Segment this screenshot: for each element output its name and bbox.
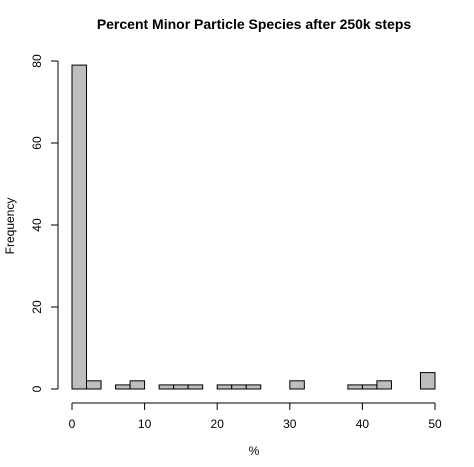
y-tick-label: 0 — [30, 385, 44, 392]
histogram-bar — [245, 384, 262, 390]
y-tick-label: 20 — [30, 300, 44, 314]
x-axis: 0 10 20 30 40 50 — [69, 402, 442, 431]
chart-title: Percent Minor Particle Species after 250… — [97, 16, 412, 32]
histogram-bar — [289, 380, 305, 390]
bars-layer — [71, 64, 436, 390]
histogram-bar — [129, 380, 146, 390]
histogram-bar — [231, 384, 247, 390]
x-tick-label: 50 — [428, 417, 442, 431]
y-tick-label: 80 — [30, 54, 44, 68]
x-tick-label: 0 — [69, 417, 76, 431]
histogram-bar — [361, 384, 378, 390]
x-tick-label: 20 — [211, 417, 225, 431]
x-tick-label: 10 — [138, 417, 152, 431]
histogram-bar — [86, 380, 102, 390]
histogram-bar — [419, 372, 436, 390]
histogram-bar — [216, 384, 233, 390]
y-tick-label: 40 — [30, 218, 44, 232]
histogram-bar — [173, 384, 189, 390]
y-axis: 0 20 40 60 80 — [30, 54, 59, 392]
y-axis-label: Frequency — [3, 198, 17, 255]
histogram-bar — [71, 64, 88, 390]
histogram-bar — [158, 384, 175, 390]
histogram-bar — [187, 384, 204, 390]
x-tick-label: 30 — [283, 417, 297, 431]
y-tick-label: 60 — [30, 136, 44, 150]
histogram-bar — [347, 384, 363, 390]
histogram-bar — [115, 384, 131, 390]
x-tick-label: 40 — [356, 417, 370, 431]
x-axis-label: % — [249, 444, 260, 458]
histogram-bar — [376, 380, 392, 390]
